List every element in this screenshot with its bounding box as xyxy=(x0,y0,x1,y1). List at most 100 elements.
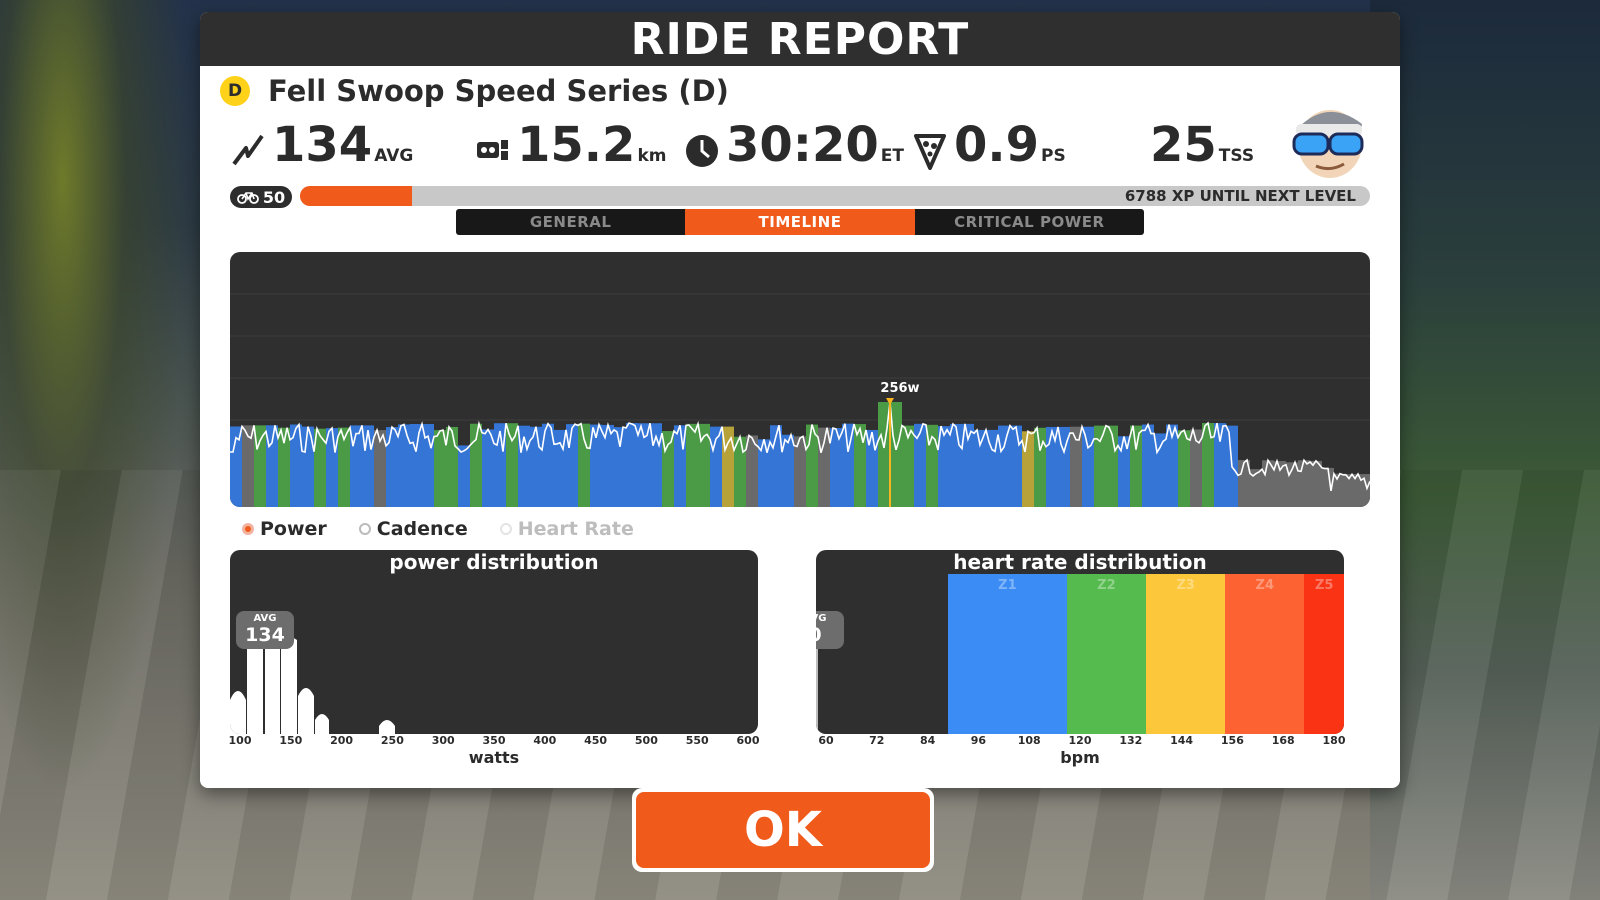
timeline-segment xyxy=(230,426,242,507)
power-bin-175 xyxy=(315,714,329,734)
peak-marker-arrow xyxy=(886,398,894,405)
hr-tick-60: 60 xyxy=(818,734,834,747)
timeline-svg: 256w xyxy=(230,293,1370,507)
power-x-label: watts xyxy=(468,748,520,767)
hr-zone-label: Z3 xyxy=(1176,578,1195,593)
power-tick-600: 600 xyxy=(736,734,760,747)
timeline-segment xyxy=(1046,426,1058,507)
timeline-segment xyxy=(638,423,650,507)
hr-zone-z1: Z1 xyxy=(948,574,1067,734)
tab-critical-power[interactable]: CRITICAL POWER xyxy=(914,209,1144,235)
metric-toggles: Power Cadence Heart Rate xyxy=(242,518,634,540)
radio-cadence[interactable] xyxy=(358,523,371,535)
power-distribution-bars xyxy=(230,637,395,734)
timeline-segment xyxy=(1118,436,1130,507)
hr-tick-168: 168 xyxy=(1271,734,1295,747)
power-tick-100: 100 xyxy=(228,734,252,747)
hr-tick-180: 180 xyxy=(1322,734,1346,747)
timeline-segment xyxy=(602,424,614,507)
pizza-slice-icon xyxy=(914,134,946,170)
hr-zone-label: Z1 xyxy=(998,578,1017,593)
timeline-segment xyxy=(458,445,470,507)
power-bin-160 xyxy=(298,688,314,734)
stat-tss-unit: TSS xyxy=(1218,146,1255,166)
hr-avg-bubble: AVG 0 xyxy=(816,611,844,649)
timeline-segment xyxy=(710,426,722,507)
power-avg-bubble: AVG 134 xyxy=(236,611,294,649)
power-tick-200: 200 xyxy=(330,734,354,747)
power-bin-250 xyxy=(379,720,395,734)
timeline-segment xyxy=(290,424,302,507)
timeline-segment xyxy=(1106,425,1118,507)
timeline-segment xyxy=(1346,474,1358,507)
timeline-segment xyxy=(1214,423,1226,507)
report-tabs: GENERAL TIMELINE CRITICAL POWER xyxy=(456,209,1144,235)
odometer-icon xyxy=(477,140,508,160)
timeline-segment xyxy=(950,423,962,507)
timeline-segment xyxy=(482,429,494,507)
hr-tick-108: 108 xyxy=(1017,734,1041,747)
timeline-segment xyxy=(1082,426,1094,507)
timeline-chart: 256w xyxy=(230,252,1370,507)
power-avg-label: AVG xyxy=(253,613,277,624)
ok-button[interactable]: OK xyxy=(636,792,930,868)
stat-time: 30:20 ET xyxy=(684,120,904,170)
xp-remaining-text: 6788 XP UNTIL NEXT LEVEL xyxy=(1124,187,1356,205)
timeline-segment xyxy=(998,425,1010,507)
tab-timeline[interactable]: TIMELINE xyxy=(685,209,915,235)
level-badge: 50 xyxy=(230,186,292,208)
hr-x-label: bpm xyxy=(1060,748,1100,767)
hr-avg-label: AVG xyxy=(816,613,827,624)
xp-progress-fill xyxy=(300,186,413,206)
timeline-segment xyxy=(1334,473,1346,507)
timeline-segment xyxy=(1274,461,1286,507)
power-tick-300: 300 xyxy=(431,734,455,747)
timeline-segment xyxy=(914,423,926,507)
stat-tss: 25 TSS xyxy=(1150,120,1254,170)
hr-zone-z3: Z3 xyxy=(1146,574,1226,734)
power-tick-450: 450 xyxy=(584,734,608,747)
power-distribution-chart: power distribution AVG 134 xyxy=(230,550,758,734)
radio-power[interactable] xyxy=(242,523,254,535)
stat-power-unit: AVG xyxy=(374,146,414,166)
timeline-segment xyxy=(1058,426,1070,507)
toggle-heart-rate[interactable]: Heart Rate xyxy=(499,518,634,540)
ride-report-panel: RIDE REPORT D Fell Swoop Speed Series (D… xyxy=(200,12,1400,788)
power-tick-350: 350 xyxy=(482,734,506,747)
stat-power: 134 AVG xyxy=(230,120,413,170)
toggle-cadence-label: Cadence xyxy=(376,518,468,540)
hr-tick-156: 156 xyxy=(1220,734,1244,747)
timeline-segment xyxy=(386,427,398,507)
stat-distance-value: 15.2 xyxy=(517,117,636,173)
timeline-segment xyxy=(1142,424,1154,507)
clock-icon xyxy=(686,135,718,167)
timeline-segment xyxy=(818,427,830,507)
timeline-segment xyxy=(374,430,386,507)
stat-tss-value: 25 xyxy=(1150,117,1217,173)
timeline-segment xyxy=(938,426,950,507)
stat-time-unit: ET xyxy=(880,146,905,166)
radio-heart-rate[interactable] xyxy=(499,523,512,535)
hr-avg-value: 0 xyxy=(816,625,844,645)
rider-avatar xyxy=(1292,110,1364,178)
toggle-cadence[interactable]: Cadence xyxy=(358,518,468,540)
tab-general[interactable]: GENERAL xyxy=(456,209,686,235)
timeline-segment xyxy=(1070,426,1082,507)
hr-zone-z2: Z2 xyxy=(1066,574,1146,734)
stat-power-value: 134 xyxy=(272,117,373,173)
timeline-segment xyxy=(278,427,290,507)
toggle-power[interactable]: Power xyxy=(242,518,327,540)
timeline-segment xyxy=(1022,431,1034,507)
peak-power-label: 256w xyxy=(880,381,919,396)
event-name: Fell Swoop Speed Series (D) xyxy=(268,74,729,108)
timeline-segment xyxy=(578,423,590,507)
timeline-segment xyxy=(902,425,914,507)
power-bin-130 xyxy=(264,639,280,734)
timeline-segment xyxy=(782,434,794,507)
timeline-segment xyxy=(1298,460,1310,507)
timeline-segment xyxy=(1130,425,1142,507)
hr-zone-label: Z5 xyxy=(1314,578,1334,593)
timeline-segment xyxy=(422,424,434,507)
background-trees xyxy=(0,0,210,900)
timeline-segment xyxy=(962,423,974,507)
